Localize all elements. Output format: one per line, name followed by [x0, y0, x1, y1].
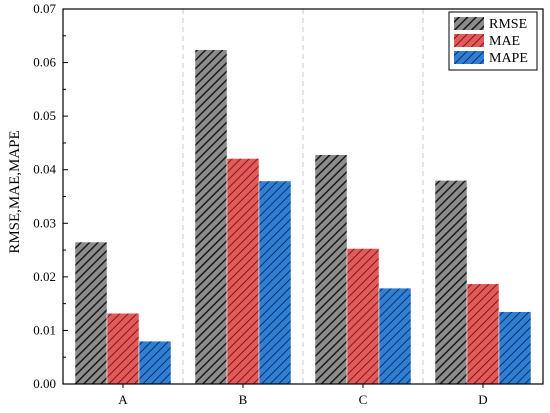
y-tick-label: 0.05 [33, 108, 56, 123]
bar-rmse-a [74, 241, 108, 385]
y-tick-label: 0.07 [33, 1, 56, 16]
y-tick-label: 0.01 [33, 322, 56, 337]
bar-mape-d [498, 311, 532, 385]
bar-rmse-b [194, 49, 228, 385]
x-tick-label-a: A [118, 392, 128, 407]
x-tick-label-b: B [239, 392, 248, 407]
bar-mae-b [226, 158, 260, 385]
y-tick-label: 0.04 [33, 162, 56, 177]
bar-mape-a [138, 340, 172, 385]
y-tick-label: 0.02 [33, 269, 56, 284]
bar-mape-c [378, 287, 412, 385]
bar-mae-d [466, 283, 500, 385]
legend-swatch-mae [454, 34, 484, 47]
y-tick-label: 0.00 [33, 376, 56, 391]
y-tick-label: 0.06 [33, 55, 56, 70]
bar-rmse-c [314, 154, 348, 385]
y-axis-title: RMSE,MAE,MAPE [7, 130, 23, 253]
legend-swatch-rmse [454, 17, 484, 30]
y-axis-ticks: 0.00 0.01 0.02 0.03 0.04 0.05 0.06 0.07 [33, 1, 68, 391]
legend-label-rmse: RMSE [489, 17, 527, 32]
bar-mape-b [258, 180, 292, 385]
bar-mae-a [106, 313, 140, 385]
legend: RMSE MAE MAPE [448, 11, 538, 71]
bars [74, 49, 532, 385]
x-axis-ticks: A B C D [118, 384, 488, 407]
legend-label-mae: MAE [489, 34, 520, 49]
bar-mae-c [346, 248, 380, 385]
y-tick-label: 0.03 [33, 215, 56, 230]
legend-label-mape: MAPE [489, 51, 528, 66]
legend-swatch-mape [454, 51, 484, 64]
bar-rmse-d [434, 180, 468, 385]
x-tick-label-c: C [359, 392, 368, 407]
x-tick-label-d: D [478, 392, 487, 407]
